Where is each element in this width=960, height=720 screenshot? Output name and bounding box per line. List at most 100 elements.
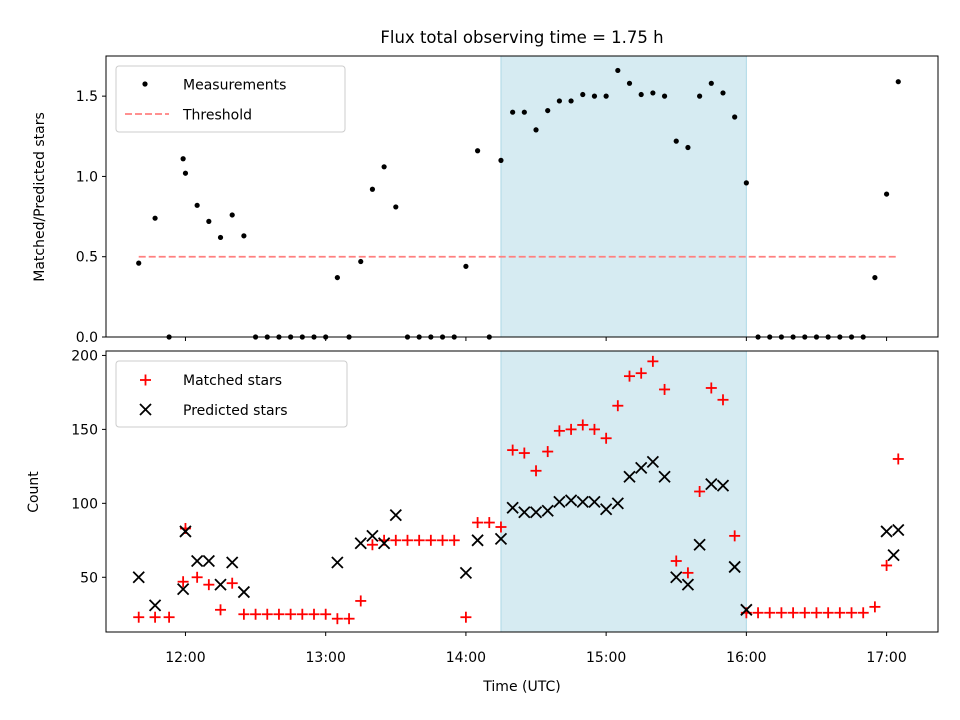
measurement-point — [393, 204, 399, 210]
matched-star-point — [787, 607, 799, 619]
measurement-point — [638, 91, 644, 98]
predicted-star-point-b — [529, 506, 543, 519]
predicted-star-point-b — [880, 525, 893, 538]
predicted-star-point-b — [646, 455, 660, 469]
measurement-point — [182, 170, 189, 176]
matched-star-point — [869, 601, 881, 613]
matched-star-point — [191, 571, 203, 583]
measurement-point — [685, 144, 691, 151]
matched-star-point — [542, 446, 554, 458]
matched-star-point — [694, 486, 706, 497]
ratio-y-tick-label: 1.0 — [76, 169, 98, 185]
matched-star-point — [635, 367, 647, 379]
predicted-star-point-b — [366, 529, 379, 543]
x-axis-label: Time (UTC) — [482, 679, 560, 695]
measurement-point — [521, 109, 527, 115]
measurement-point — [545, 107, 551, 114]
matched-star-point — [659, 383, 671, 395]
predicted-star-point — [366, 529, 379, 543]
matched-star-point — [308, 608, 320, 620]
predicted-star-point — [599, 503, 613, 516]
measurement-point — [895, 79, 901, 85]
predicted-star-point — [331, 556, 344, 569]
matched-star-point — [682, 567, 694, 579]
predicted-star-point — [494, 532, 508, 545]
matched-star-point — [273, 608, 285, 620]
legend-measurements-marker — [142, 81, 148, 87]
ratio-y-axis-label: Matched/Predicted stars — [32, 112, 48, 282]
matched-star-point — [507, 444, 519, 456]
matched-star-point — [413, 534, 425, 546]
predicted-star-point — [214, 578, 227, 591]
predicted-star-point — [611, 497, 624, 510]
measurement-point — [603, 93, 609, 99]
matched-star-point — [163, 611, 175, 623]
count-y-tick-label: 50 — [80, 570, 98, 586]
matched-star-point — [261, 608, 273, 620]
predicted-star-point-b — [148, 599, 162, 612]
measurement-point — [381, 164, 387, 170]
matched-star-point — [565, 423, 577, 435]
predicted-star-point-b — [191, 554, 204, 568]
predicted-star-point-b — [693, 538, 706, 551]
matched-star-point — [425, 534, 437, 546]
predicted-star-point — [459, 566, 473, 579]
predicted-star-point — [471, 534, 484, 547]
predicted-star-point-b — [887, 548, 900, 562]
predicted-star-point-b — [202, 554, 215, 568]
x-tick-label: 13:00 — [306, 650, 346, 666]
count-y-tick-label: 150 — [71, 422, 98, 438]
predicted-star-point — [623, 470, 636, 483]
legend-threshold-label: Threshold — [182, 108, 252, 124]
predicted-star-point-b — [588, 495, 601, 508]
measurement-point — [697, 93, 703, 99]
predicted-star-point — [716, 479, 730, 492]
matched-star-point — [846, 607, 858, 619]
predicted-star-point — [354, 537, 367, 550]
measurement-point — [194, 202, 200, 208]
measurement-point — [206, 218, 212, 224]
matched-star-point — [810, 607, 822, 619]
matched-star-point — [775, 607, 787, 619]
predicted-star-point-b — [389, 509, 402, 522]
matched-star-point — [495, 521, 507, 533]
predicted-star-point-b — [716, 479, 730, 492]
count-panel: 50 100 150 200 12:00 13:00 14:00 15:00 16:00 17:0… — [26, 348, 939, 695]
matched-star-point — [729, 530, 741, 542]
legend-matched-marker — [140, 374, 151, 386]
predicted-star-point-b — [237, 585, 251, 599]
predicted-star-point — [518, 506, 531, 519]
predicted-star-point-b — [506, 501, 519, 514]
predicted-star-point-b — [705, 477, 718, 491]
ratio-y-tick-label: 0.5 — [76, 250, 98, 266]
predicted-star-point — [576, 495, 589, 508]
matched-star-point — [133, 611, 145, 623]
predicted-star-point — [389, 509, 402, 522]
matched-star-point — [320, 608, 332, 620]
measurement-point — [334, 274, 340, 281]
matched-star-point — [799, 607, 811, 619]
predicted-star-point-b — [377, 537, 391, 550]
ratio-y-tick-label: 0.0 — [76, 330, 98, 346]
predicted-star-point-b — [518, 506, 531, 519]
matched-star-point — [331, 613, 343, 625]
measurement-point — [743, 180, 749, 186]
predicted-star-point-b — [226, 556, 239, 569]
matched-star-point — [177, 576, 189, 588]
predicted-star-point — [681, 578, 695, 591]
matched-star-point — [215, 604, 227, 616]
matched-star-point — [285, 608, 297, 620]
matched-star-point — [401, 534, 413, 546]
predicted-star-point — [226, 556, 239, 569]
matched-star-point — [460, 611, 472, 623]
ratio-panel: 0.0 0.5 1.0 1.5 Matched/Predicted stars Mea… — [32, 55, 939, 346]
matched-star-point — [600, 432, 612, 444]
ratio-legend-box — [115, 65, 346, 133]
count-highlight-span — [500, 351, 747, 632]
ratio-highlight-span — [500, 56, 747, 337]
predicted-star-point — [237, 585, 251, 599]
matched-star-point — [448, 534, 460, 546]
predicted-star-point — [506, 501, 519, 514]
predicted-star-point — [646, 455, 660, 469]
